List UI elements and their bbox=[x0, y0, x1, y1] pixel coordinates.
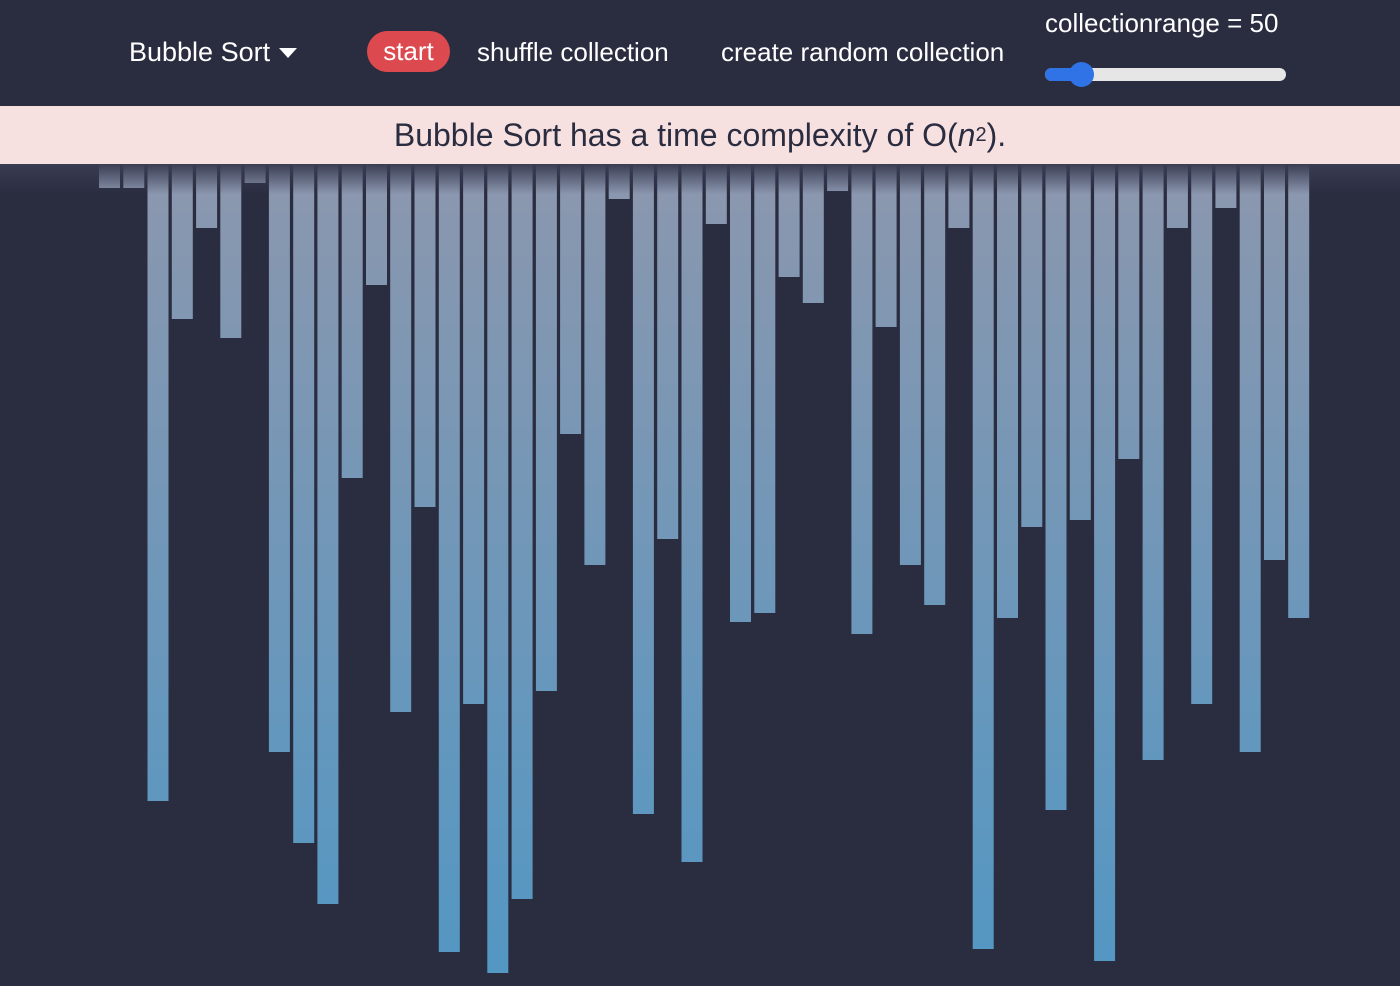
bar bbox=[487, 164, 509, 973]
bar bbox=[730, 164, 751, 622]
bar bbox=[414, 164, 436, 507]
bar bbox=[317, 164, 339, 904]
bar bbox=[851, 164, 873, 634]
shuffle-collection-button[interactable]: shuffle collection bbox=[477, 37, 669, 67]
bar bbox=[293, 164, 315, 843]
collection-range-label: collectionrange = 50 bbox=[1045, 8, 1279, 38]
bar bbox=[1045, 164, 1067, 810]
complexity-text-prefix: Bubble Sort has a time complexity of O( bbox=[393, 116, 958, 153]
bar bbox=[632, 164, 654, 814]
bar bbox=[535, 164, 557, 691]
bar bbox=[1191, 164, 1213, 704]
bar bbox=[438, 164, 460, 952]
bar bbox=[1118, 164, 1140, 459]
start-button[interactable]: start bbox=[367, 31, 450, 72]
banner-shadow bbox=[0, 164, 1400, 194]
bar bbox=[584, 164, 606, 565]
bar bbox=[390, 164, 412, 712]
complexity-text-suffix: ). bbox=[986, 116, 1007, 153]
toolbar: Bubble Sort start shuffle collection cre… bbox=[0, 0, 1400, 106]
complexity-variable: n bbox=[957, 116, 976, 153]
complexity-banner: Bubble Sort has a time complexity of O(n… bbox=[0, 106, 1400, 164]
bar bbox=[1142, 164, 1164, 760]
bar bbox=[1264, 164, 1285, 560]
bar bbox=[147, 164, 169, 801]
bar bbox=[341, 164, 363, 478]
bar bbox=[1021, 164, 1043, 527]
caret-down-icon bbox=[279, 48, 298, 58]
create-random-collection-button[interactable]: create random collection bbox=[721, 37, 1005, 67]
collection-range-slider[interactable] bbox=[1045, 62, 1286, 87]
bar bbox=[657, 164, 679, 539]
algorithm-dropdown-label: Bubble Sort bbox=[129, 36, 271, 67]
bar bbox=[511, 164, 533, 899]
bar bbox=[560, 164, 582, 434]
bar bbox=[997, 164, 1018, 618]
bar bbox=[924, 164, 946, 605]
complexity-exponent: 2 bbox=[975, 123, 987, 146]
bar bbox=[1239, 164, 1261, 752]
bar bbox=[268, 164, 290, 752]
bar bbox=[463, 164, 485, 704]
bar bbox=[899, 164, 921, 565]
bar bbox=[1094, 164, 1116, 961]
bar bbox=[972, 164, 994, 949]
bar bbox=[681, 164, 703, 862]
bar bbox=[1069, 164, 1091, 520]
algorithm-dropdown[interactable]: Bubble Sort bbox=[129, 32, 298, 72]
bar bbox=[1288, 164, 1310, 618]
bar bbox=[754, 164, 776, 613]
slider-thumb[interactable] bbox=[1069, 62, 1095, 87]
